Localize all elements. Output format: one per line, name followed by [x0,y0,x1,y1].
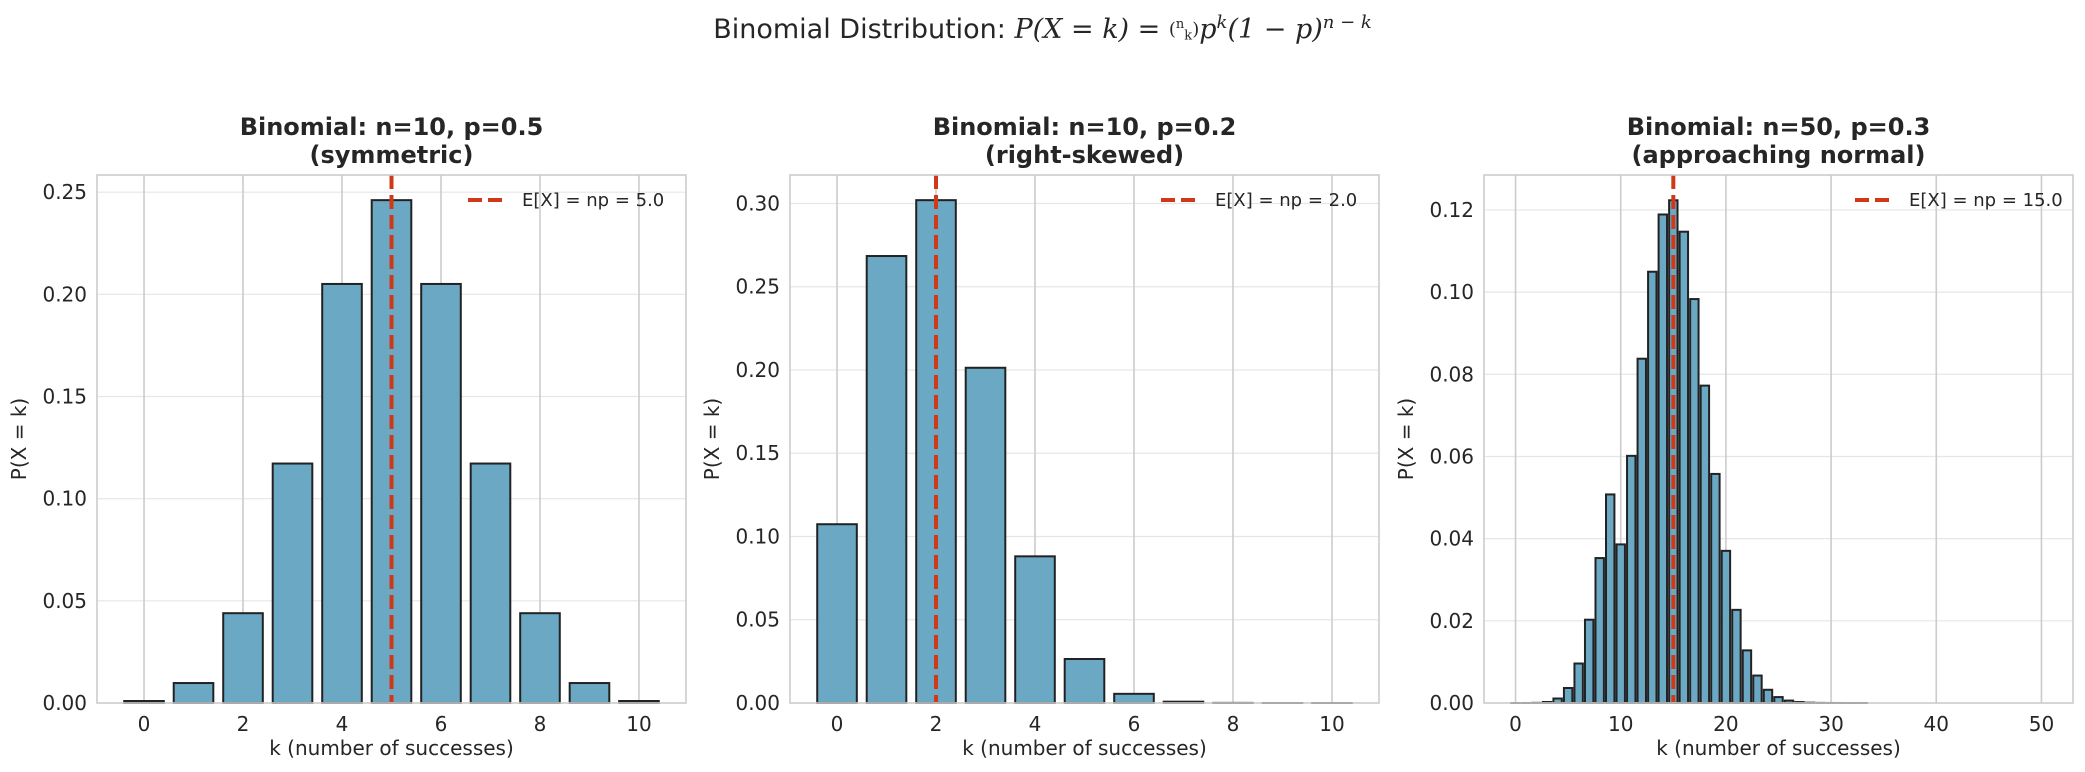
y-tick-label: 0.20 [735,358,780,382]
x-tick-label: 4 [1029,712,1042,736]
bar-k-8 [519,612,561,705]
x-axis-label: k (number of successes) [1656,736,1901,760]
figure-title-prefix: Binomial Distribution: [713,14,1015,45]
x-tick-label: 2 [237,712,250,736]
x-tick-label: 8 [1227,712,1240,736]
bar-k-13 [1647,270,1658,704]
x-axis-label: k (number of successes) [962,736,1207,760]
x-tick-label: 2 [930,712,943,736]
plot-frame [789,174,1380,704]
y-tick-label: 0.04 [1429,527,1474,551]
bar-k-6 [1113,692,1155,705]
bar-k-9 [568,682,611,705]
y-tick-label: 0.20 [42,282,87,306]
bar-k-9 [1605,493,1616,704]
bar-k-3 [964,366,1007,704]
y-axis-label: P(X = k) [1394,398,1418,480]
y-tick-label: 0.10 [1429,280,1474,304]
x-tick-label: 0 [1509,712,1522,736]
x-tick-label: 10 [1319,712,1344,736]
y-tick-label: 0.02 [1429,609,1474,633]
x-tick-label: 4 [336,712,349,736]
x-tick-label: 6 [435,712,448,736]
y-tick-label: 0.00 [1429,691,1474,715]
chart-panel-1: 0.00 0.05 0.10 0.15 0.20 0.25 0 2 4 6 8 10 k (number… [7,113,687,760]
x-axis-label: k (number of successes) [269,736,514,760]
legend-label: E[X] = np = 5.0 [522,190,664,211]
y-tick-label: 0.12 [1429,198,1474,222]
bar-k-17 [1689,298,1700,704]
x-tick-label: 8 [534,712,547,736]
bar-k-7 [1583,618,1595,705]
y-tick-label: 0.00 [735,691,780,715]
x-tick-label: 50 [2029,712,2054,736]
bar-k-19 [1710,472,1721,704]
figure-title-formula: P(X = k) = (nk)pk(1 − p)n − k [1014,12,1372,45]
bar-k-4 [321,282,363,704]
y-axis-label: P(X = k) [700,398,724,480]
bar-k-1 [172,682,215,705]
bar-k-0 [816,523,858,704]
panel-title-line-2: (symmetric) [310,141,474,169]
panel-title-line-1: Binomial: n=10, p=0.2 [933,113,1237,141]
panel-title-line-1: Binomial: n=10, p=0.5 [240,113,544,141]
plot-frame [1483,174,2074,704]
legend-label: E[X] = np = 2.0 [1215,190,1357,211]
bar-k-2 [222,612,264,705]
panel-title-line-2: (approaching normal) [1631,141,1925,169]
chart-panel-2: 0.00 0.05 0.10 0.15 0.20 0.25 0.30 0 2 4 6 8 10 k (nu… [700,113,1380,760]
bar-k-7 [469,462,512,704]
y-tick-label: 0.10 [42,487,87,511]
bar-k-1 [865,255,908,704]
panel-title-line-1: Binomial: n=50, p=0.3 [1627,113,1931,141]
bar-k-11 [1626,454,1637,704]
bar-k-21 [1731,608,1742,704]
y-tick-label: 0.15 [42,384,87,408]
y-tick-label: 0.08 [1429,362,1474,386]
bar-k-20 [1720,549,1732,704]
plot-frame [96,174,687,704]
x-tick-label: 6 [1128,712,1141,736]
bar-k-22 [1741,649,1753,705]
bar-k-6 [420,282,462,704]
bar-k-10 [1615,543,1626,704]
bar-k-18 [1699,384,1711,704]
bar-k-5 [1562,687,1574,704]
x-tick-label: 0 [138,712,151,736]
panel-title-line-2: (right-skewed) [985,141,1184,169]
y-tick-label: 0.06 [1429,444,1474,468]
x-tick-label: 30 [1818,712,1843,736]
bar-k-24 [1762,688,1774,704]
bar-k-5 [1063,658,1106,704]
y-tick-label: 0.05 [42,589,87,613]
x-tick-label: 10 [626,712,651,736]
x-tick-label: 20 [1713,712,1738,736]
y-tick-label: 0.05 [735,608,780,632]
y-tick-label: 0.30 [735,191,780,215]
bar-k-8 [1594,557,1605,704]
y-axis-label: P(X = k) [7,398,31,480]
chart-panel-3: 0.00 0.02 0.04 0.06 0.08 0.10 0.12 0 10 20 30 40 50 k… [1394,113,2074,760]
x-tick-label: 40 [1924,712,1949,736]
x-tick-label: 0 [831,712,844,736]
bar-k-16 [1678,230,1690,705]
y-tick-label: 0.00 [42,691,87,715]
bar-k-4 [1014,555,1056,704]
y-tick-label: 0.25 [42,180,87,204]
bar-k-14 [1657,213,1669,704]
figure-title: Binomial Distribution: P(X = k) = (nk)pk… [0,12,2085,45]
bar-k-12 [1636,357,1647,704]
x-tick-label: 10 [1608,712,1633,736]
bar-k-25 [1773,696,1784,705]
y-tick-label: 0.15 [735,441,780,465]
y-tick-label: 0.10 [735,524,780,548]
y-tick-label: 0.25 [735,275,780,299]
legend-label: E[X] = np = 15.0 [1909,190,2063,211]
bar-k-3 [271,462,314,704]
bar-k-23 [1752,674,1763,705]
bar-k-6 [1573,662,1584,705]
